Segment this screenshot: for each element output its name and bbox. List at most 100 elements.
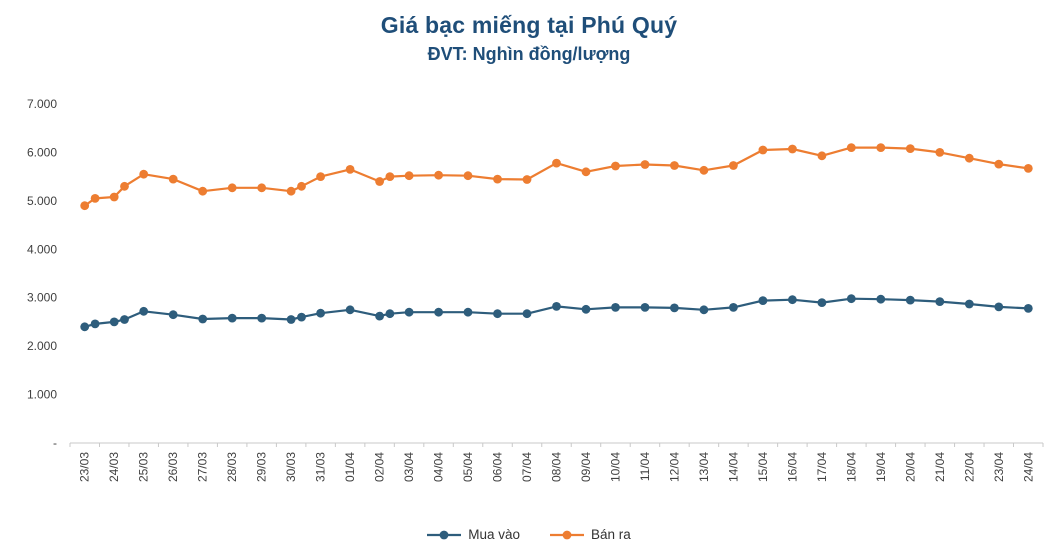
data-point-ban-ra	[640, 160, 650, 169]
data-point-mua-vao	[120, 315, 129, 324]
data-point-ban-ra	[994, 159, 1004, 169]
data-point-mua-vao	[994, 302, 1004, 312]
data-point-mua-vao	[522, 309, 532, 319]
x-axis-label: 22/04	[962, 452, 976, 482]
data-point-ban-ra	[316, 172, 325, 181]
series-line-ban-ra	[84, 146, 1029, 207]
data-point-ban-ra	[876, 143, 886, 152]
data-point-ban-ra	[581, 167, 591, 177]
data-point-mua-vao	[286, 315, 296, 324]
data-point-mua-vao	[670, 303, 679, 313]
data-point-mua-vao	[1023, 304, 1033, 313]
data-point-mua-vao	[758, 296, 768, 305]
y-axis-label: 2.000	[27, 339, 57, 353]
x-axis-label: 26/03	[166, 452, 180, 482]
x-axis-label: 06/04	[491, 452, 505, 482]
legend-item-ban-ra: Bán ra	[550, 527, 631, 542]
x-axis-label: 12/04	[667, 452, 681, 482]
data-point-mua-vao	[345, 305, 355, 315]
x-axis-label: 04/04	[432, 452, 446, 482]
data-point-mua-vao	[168, 310, 178, 320]
data-point-ban-ra	[286, 186, 296, 196]
data-point-ban-ra	[257, 183, 267, 193]
data-point-ban-ra	[463, 171, 473, 181]
data-point-ban-ra	[90, 194, 100, 203]
data-point-ban-ra	[729, 161, 738, 170]
data-point-mua-vao	[640, 303, 650, 312]
chart-subtitle: ĐVT: Nghìn đồng/lượng	[427, 44, 631, 64]
data-point-ban-ra	[817, 151, 827, 161]
x-axis-label: 02/04	[373, 452, 387, 482]
x-axis-label: 05/04	[461, 452, 475, 482]
data-point-ban-ra	[493, 174, 502, 184]
legend-label-mua-vao: Mua vào	[468, 527, 520, 542]
data-point-mua-vao	[80, 322, 90, 332]
data-point-mua-vao	[257, 313, 267, 323]
data-point-mua-vao	[846, 294, 856, 304]
x-axis-label: 10/04	[608, 452, 622, 482]
data-point-ban-ra	[109, 192, 119, 202]
data-point-mua-vao	[434, 307, 443, 317]
data-point-mua-vao	[198, 314, 208, 324]
x-axis-label: 29/03	[255, 452, 269, 482]
data-point-mua-vao	[493, 309, 502, 319]
data-point-ban-ra	[404, 171, 414, 181]
data-point-mua-vao	[90, 319, 100, 329]
x-axis-label: 27/03	[196, 452, 210, 482]
data-point-mua-vao	[964, 299, 974, 309]
x-axis-label: 17/04	[815, 452, 829, 482]
data-point-ban-ra	[168, 174, 178, 184]
data-point-mua-vao	[611, 303, 620, 312]
x-axis-label: 23/04	[992, 452, 1006, 482]
data-point-ban-ra	[345, 165, 355, 174]
x-axis-label: 16/04	[785, 452, 799, 482]
data-point-ban-ra	[434, 170, 443, 180]
x-axis-label: 21/04	[933, 452, 947, 482]
data-point-mua-vao	[375, 311, 384, 321]
legend-marker-ban-ra	[550, 530, 584, 539]
data-point-mua-vao	[385, 309, 395, 319]
x-axis-label: 25/03	[137, 452, 151, 482]
y-axis-label: -	[53, 436, 57, 450]
x-axis-label: 28/03	[225, 452, 239, 482]
data-point-ban-ra	[522, 175, 532, 184]
data-point-mua-vao	[297, 312, 306, 322]
legend-marker-mua-vao	[427, 530, 462, 539]
data-point-ban-ra	[611, 161, 620, 171]
data-point-mua-vao	[139, 306, 149, 316]
x-axis-label: 30/03	[284, 452, 298, 482]
chart-title: Giá bạc miếng tại Phú Quý	[380, 12, 678, 38]
data-point-ban-ra	[1023, 164, 1033, 173]
data-point-ban-ra	[120, 181, 129, 191]
data-point-mua-vao	[788, 295, 797, 305]
data-point-mua-vao	[581, 304, 591, 314]
data-point-mua-vao	[729, 303, 738, 312]
data-point-mua-vao	[552, 302, 561, 311]
data-point-ban-ra	[670, 161, 679, 170]
data-point-ban-ra	[385, 172, 395, 181]
x-axis-label: 20/04	[903, 452, 917, 482]
x-axis-label: 19/04	[874, 452, 888, 482]
x-axis-label: 23/03	[78, 452, 92, 482]
data-point-mua-vao	[876, 294, 886, 304]
data-point-mua-vao	[109, 317, 119, 327]
data-point-ban-ra	[905, 144, 915, 153]
data-point-mua-vao	[935, 297, 945, 306]
y-axis-label: 1.000	[27, 388, 57, 402]
data-point-ban-ra	[80, 201, 90, 211]
x-axis-label: 15/04	[756, 452, 770, 482]
x-axis-label: 01/04	[343, 452, 357, 482]
x-axis-label: 03/04	[402, 452, 416, 482]
data-point-ban-ra	[139, 169, 149, 179]
data-point-ban-ra	[227, 183, 237, 193]
x-axis-label: 09/04	[579, 452, 593, 482]
x-axis-label: 08/04	[550, 452, 564, 482]
data-point-mua-vao	[817, 298, 827, 307]
y-axis-label: 4.000	[27, 242, 57, 256]
data-point-ban-ra	[198, 186, 208, 196]
data-point-ban-ra	[758, 145, 768, 155]
data-point-mua-vao	[699, 305, 709, 315]
legend-label-ban-ra: Bán ra	[591, 527, 631, 542]
data-point-mua-vao	[404, 307, 414, 317]
